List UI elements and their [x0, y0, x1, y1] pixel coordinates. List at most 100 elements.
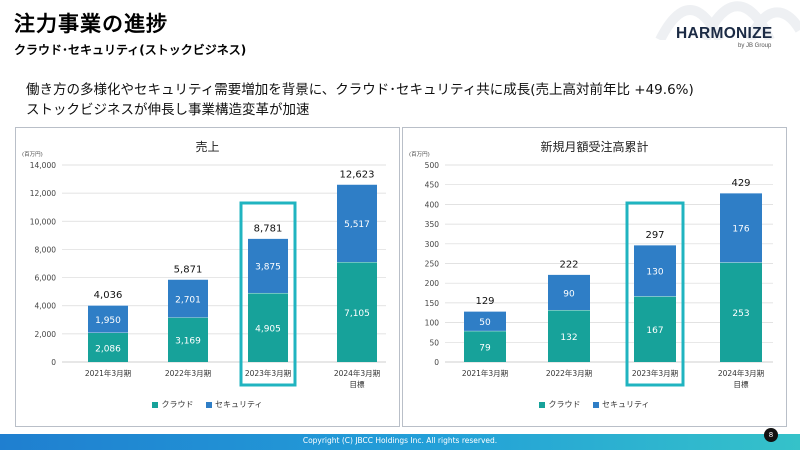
x-category-label: 2023年3月期 [632, 368, 678, 378]
y-tick-label: 6,000 [35, 274, 57, 283]
page-title: 注力事業の進捗 [14, 12, 168, 36]
x-category-label: 2024年3月期 [334, 368, 380, 378]
segment-value-label: 5,517 [344, 220, 370, 230]
y-tick-label: 450 [425, 181, 440, 190]
y-tick-label: 10,000 [30, 217, 56, 226]
y-tick-label: 200 [425, 279, 440, 288]
legend-label-cloud: クラウド [548, 400, 581, 409]
segment-value-label: 4,905 [255, 324, 281, 334]
bar-segment-security [634, 244, 676, 297]
x-category-label: 2021年3月期 [85, 368, 131, 378]
y-tick-label: 14,000 [30, 161, 56, 170]
y-tick-label: 4,000 [35, 302, 57, 311]
total-value-label: 222 [559, 260, 578, 271]
chart-legend: クラウド セキュリティ [16, 399, 399, 410]
unit-label: (百万円) [22, 152, 43, 158]
chart-panel-orders: 新規月額受注高累計 (百万円) 0 50 100 150 200 250 300 350 400… [402, 127, 787, 427]
legend-swatch-security [593, 401, 599, 408]
legend-swatch-cloud [539, 401, 546, 408]
lead-text-line2: ストックビジネスが伸長し事業構造変革が加速 [26, 102, 310, 118]
highlight-box [625, 201, 685, 387]
bar-segment-security [720, 192, 762, 263]
legend-swatch-cloud [152, 401, 159, 408]
total-value-label: 8,781 [254, 223, 283, 234]
segment-value-label: 2,086 [95, 344, 121, 354]
segment-value-label: 176 [732, 225, 749, 235]
decorative-wave-graphic [650, 0, 800, 40]
highlight-box [239, 201, 297, 387]
chart-legend: クラウド セキュリティ [403, 399, 786, 410]
legend-label-security: セキュリティ [602, 400, 650, 409]
y-tick-label: 150 [425, 299, 440, 308]
x-category-label: 2024年3月期 [718, 368, 764, 378]
bar-segment-cloud [168, 317, 208, 362]
total-value-label: 5,871 [174, 264, 203, 275]
segment-value-label: 90 [563, 289, 575, 299]
y-tick-label: 50 [429, 338, 439, 347]
total-value-label: 429 [731, 178, 750, 189]
lead-text-line1: 働き方の多様化やセキュリティ需要増加を背景に、クラウド･セキュリティ共に成長(売… [26, 82, 694, 98]
total-value-label: 129 [475, 296, 494, 307]
y-tick-label: 400 [425, 200, 440, 209]
bar-segment-cloud [248, 292, 288, 362]
y-tick-label: 0 [51, 358, 56, 367]
x-category-sublabel: 目標 [734, 379, 749, 389]
bar-segment-security [548, 274, 590, 310]
sales-chart: 0 2,000 4,000 6,000 8,000 10,000 12,000 14,000 2… [30, 161, 386, 389]
bar-segment-cloud [720, 262, 762, 362]
bar-segment-security [248, 238, 288, 293]
y-tick-label: 0 [434, 358, 439, 367]
bar-segment-security [88, 305, 128, 333]
y-tick-label: 8,000 [35, 245, 57, 254]
y-tick-label: 12,000 [30, 189, 56, 198]
segment-value-label: 167 [646, 326, 663, 336]
header: 注力事業の進捗 クラウド･セキュリティ(ストックビジネス) HARMONIZE … [0, 0, 800, 64]
bar-segment-cloud [337, 262, 377, 362]
y-tick-label: 300 [425, 240, 440, 249]
page-subtitle: クラウド･セキュリティ(ストックビジネス) [14, 43, 247, 57]
orders-chart: 0 50 100 150 200 250 300 350 400 450 500 79 50 129 202… [425, 161, 773, 389]
segment-value-label: 2,701 [175, 295, 201, 305]
legend-label-cloud: クラウド [161, 400, 194, 409]
y-tick-label: 100 [425, 319, 440, 328]
total-value-label: 297 [645, 230, 664, 241]
y-tick-label: 2,000 [35, 330, 57, 339]
chart-title: 新規月額受注高累計 [540, 140, 649, 154]
harmonize-logo: HARMONIZE [676, 25, 773, 42]
page-number: 8 [764, 428, 778, 442]
x-category-label: 2022年3月期 [165, 368, 211, 378]
total-value-label: 4,036 [94, 290, 123, 301]
y-tick-label: 350 [425, 220, 440, 229]
footer-bar: Copyright (C) JBCC Holdings Inc. All rig… [0, 434, 800, 450]
segment-value-label: 7,105 [344, 309, 370, 319]
bar-segment-cloud [464, 330, 506, 362]
unit-label: (百万円) [409, 152, 430, 158]
y-tick-label: 250 [425, 260, 440, 269]
chart-title: 売上 [195, 140, 220, 154]
segment-value-label: 3,169 [175, 337, 201, 347]
bar-segment-security [337, 184, 377, 263]
segment-value-label: 130 [646, 268, 663, 278]
copyright-text: Copyright (C) JBCC Holdings Inc. All rig… [302, 436, 498, 445]
x-category-sublabel: 目標 [350, 379, 365, 389]
bar-segment-cloud [88, 332, 128, 362]
bar-segment-security [168, 279, 208, 318]
segment-value-label: 253 [732, 309, 749, 319]
segment-value-label: 1,950 [95, 316, 121, 326]
chart-panel-sales: 売上 (百万円) 0 2,000 4,000 6,000 8,000 10,000 12,0… [15, 127, 400, 427]
bar-segment-security [464, 311, 506, 331]
legend-swatch-security [206, 401, 212, 408]
bar-segment-cloud [634, 296, 676, 362]
x-category-label: 2021年3月期 [462, 368, 508, 378]
legend-label-security: セキュリティ [215, 400, 263, 409]
total-value-label: 12,623 [340, 169, 375, 180]
segment-value-label: 79 [479, 343, 491, 353]
logo-subtext: by JB Group [738, 43, 772, 49]
bar-segment-cloud [548, 309, 590, 362]
segment-value-label: 50 [479, 318, 491, 328]
x-category-label: 2022年3月期 [546, 368, 592, 378]
segment-value-label: 3,875 [255, 263, 281, 273]
x-category-label: 2023年3月期 [245, 368, 291, 378]
segment-value-label: 132 [560, 333, 577, 343]
y-tick-label: 500 [425, 161, 440, 170]
